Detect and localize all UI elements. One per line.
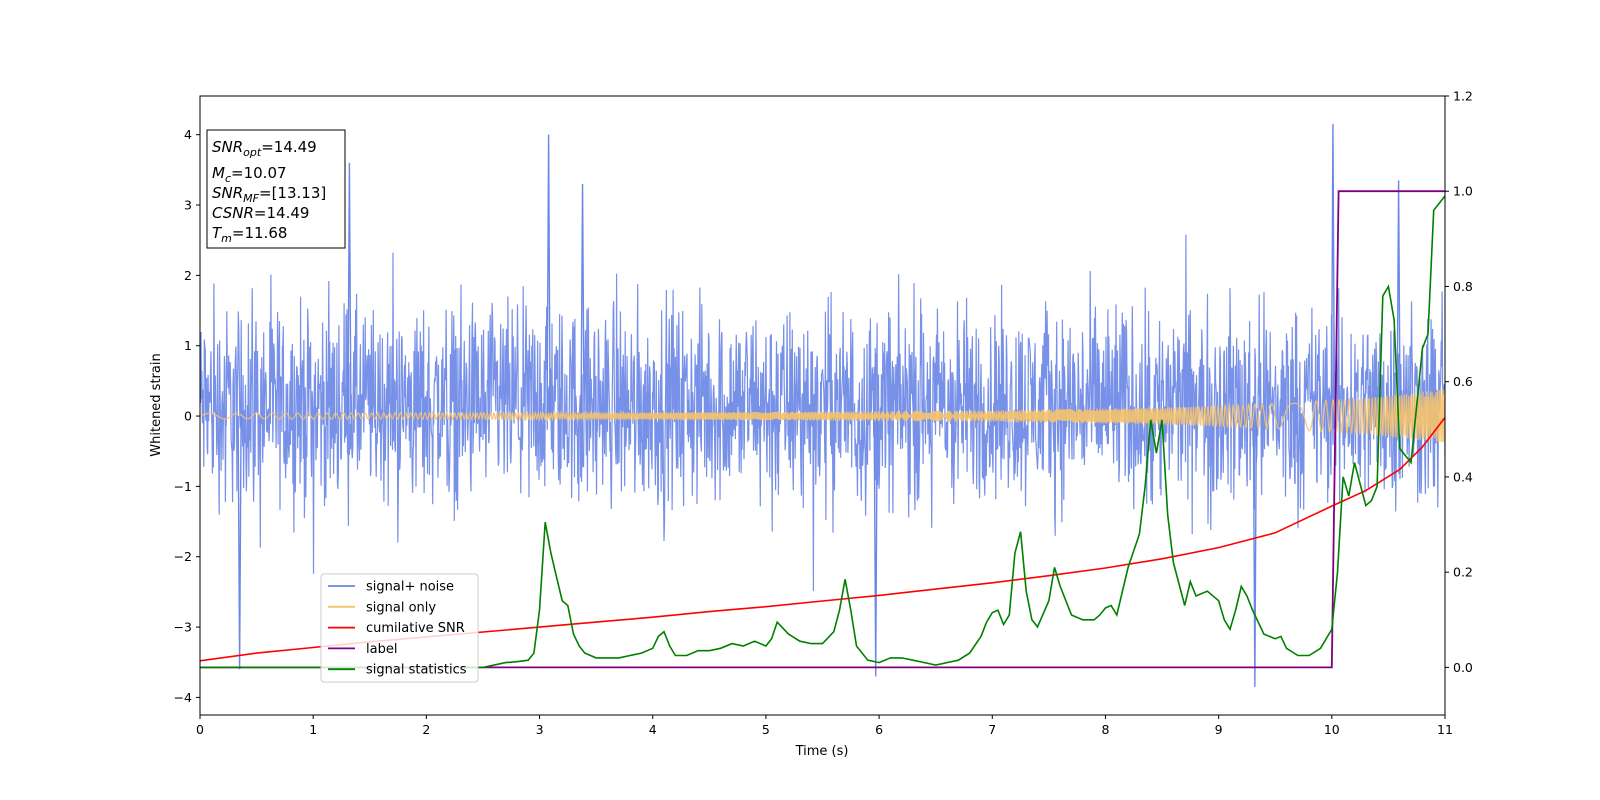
y-left-tick-label: 4 — [184, 127, 192, 142]
y-axis-left: −4 −3 −2 −1 0 1 2 3 4 — [174, 127, 200, 705]
x-axis-title: Time (s) — [795, 744, 849, 759]
y-left-tick-label: −3 — [174, 620, 192, 635]
legend-label: cumilative SNR — [366, 621, 465, 636]
legend-frame — [320, 573, 479, 683]
y-left-tick-label: 3 — [184, 198, 192, 213]
y-right-tick-label: 0.0 — [1453, 660, 1473, 675]
x-axis: 0 1 2 3 4 5 6 7 8 9 10 11 — [196, 715, 1453, 737]
series-label-line — [200, 190, 1445, 669]
y-axis-title: Whitened strain — [149, 353, 164, 456]
y-left-tick-label: 0 — [184, 409, 192, 424]
legend-label: signal statistics — [366, 663, 467, 678]
x-tick-label: 11 — [1437, 722, 1453, 737]
x-tick-label: 9 — [1215, 722, 1223, 737]
series-signal-noise-peak — [1396, 180, 1401, 417]
y-left-tick-label: −1 — [174, 479, 192, 494]
x-tick-label: 4 — [649, 722, 657, 737]
y-left-tick-label: −2 — [174, 549, 192, 564]
annotation-line: SNRopt=14.49 — [212, 138, 317, 159]
x-tick-label: 5 — [762, 722, 770, 737]
annotation-box-frame — [206, 129, 346, 249]
legend-label: label — [366, 642, 397, 657]
x-tick-label: 0 — [196, 722, 204, 737]
legend-label: signal only — [366, 600, 436, 615]
y-right-tick-label: 0.8 — [1453, 279, 1473, 294]
y-right-tick-label: 0.2 — [1453, 565, 1473, 580]
y-axis-right: 0.0 0.2 0.4 0.6 0.8 1.0 1.2 — [1445, 89, 1473, 675]
x-tick-label: 8 — [1101, 722, 1109, 737]
annotation-line: SNRMF=[13.13] — [212, 184, 326, 205]
y-right-tick-label: 1.0 — [1453, 184, 1473, 199]
annotation-line: Mc=10.07 — [212, 164, 287, 185]
y-left-tick-label: −4 — [174, 690, 192, 705]
series-signal-noise-peak — [1330, 124, 1336, 417]
y-left-tick-label: 2 — [184, 268, 192, 283]
x-tick-label: 3 — [536, 722, 544, 737]
x-tick-label: 7 — [988, 722, 996, 737]
y-right-tick-label: 1.2 — [1453, 89, 1473, 104]
annotation-box: SNRopt=14.49 Mc=10.07SNRMF=[13.13]CSNR=14… — [206, 129, 346, 249]
series-signal-only-line — [200, 389, 1445, 443]
series-signal-noise-peak — [546, 134, 551, 417]
x-tick-label: 6 — [875, 722, 883, 737]
annotation-line: Tm=11.68 — [212, 224, 287, 245]
x-tick-label: 1 — [309, 722, 317, 737]
y-right-tick-label: 0.4 — [1453, 469, 1473, 484]
legend-label: signal+ noise — [366, 580, 454, 595]
y-left-tick-label: 1 — [184, 338, 192, 353]
x-tick-label: 2 — [422, 722, 430, 737]
series-signal-noise-peak — [347, 162, 352, 417]
y-right-tick-label: 0.6 — [1453, 374, 1473, 389]
legend: signal+ noise signal only cumilative SNR la… — [320, 573, 479, 683]
series-signal-statistics-line — [200, 195, 1445, 669]
plot-frame — [199, 95, 1446, 716]
x-tick-label: 10 — [1324, 722, 1340, 737]
annotation-line: CSNR=14.49 — [212, 204, 309, 222]
series-signal-noise-peak — [237, 416, 242, 670]
series-signal-noise-peak — [580, 183, 585, 417]
